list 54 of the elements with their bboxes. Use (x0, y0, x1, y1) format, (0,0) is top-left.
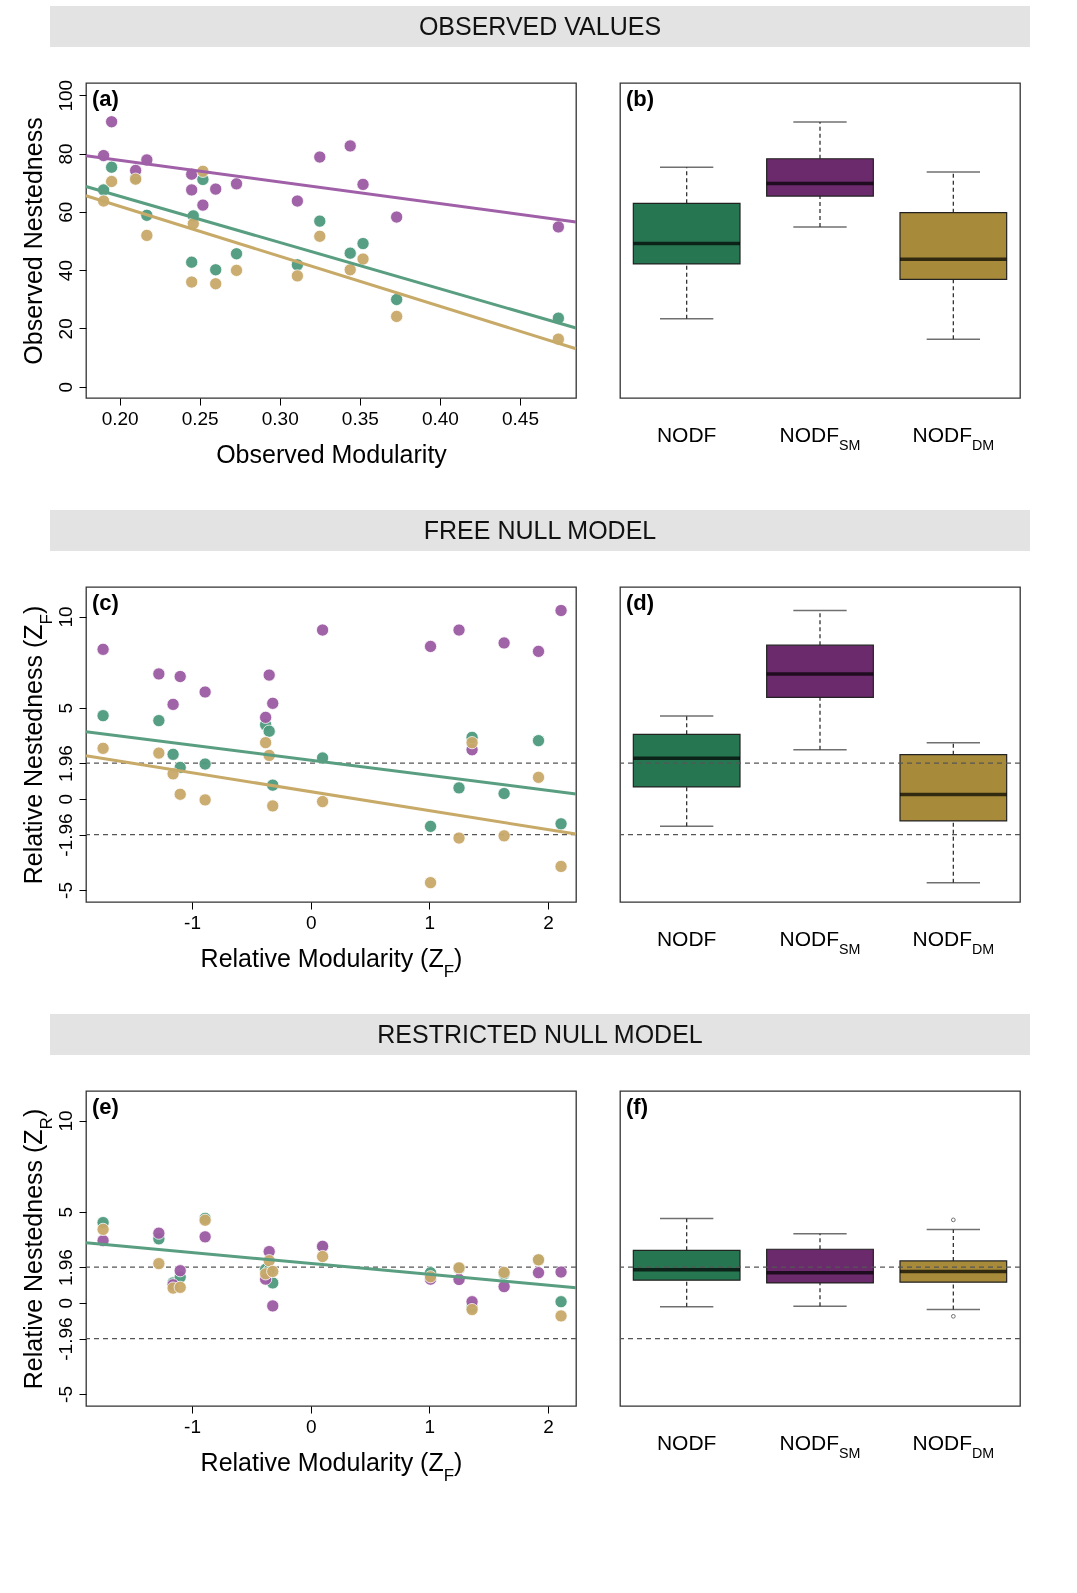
annotation: (b) (626, 86, 655, 111)
y-tick-label: 1.96 (54, 745, 76, 783)
y-tick-label: 5 (54, 702, 76, 714)
y-tick-label: 0 (54, 381, 76, 393)
y-tick-label: 0 (54, 794, 76, 805)
y-tick-label: 60 (54, 201, 76, 223)
x-axis-title: Relative Modularity (Z$_{F}$) (200, 943, 463, 980)
y-tick-label: 80 (54, 143, 76, 165)
y-tick-label: -5 (54, 882, 76, 899)
x-tick-label: 0 (305, 1415, 317, 1437)
y-tick-label: 40 (54, 260, 76, 282)
x-tick-label: -1 (184, 1415, 202, 1437)
y-tick-label: -1.96 (54, 1317, 76, 1361)
x-tick-label: 0.25 (181, 407, 219, 429)
x-tick-label: 0.30 (261, 407, 299, 429)
y-tick-label: 20 (54, 318, 76, 340)
x-tick-label: NODF (656, 926, 717, 950)
annotation: (f) (626, 1094, 648, 1119)
x-tick-label: NODF (656, 1430, 717, 1454)
annotation: (e) (92, 1094, 119, 1119)
annotation: (d) (626, 590, 655, 615)
y-tick-label: 5 (54, 1206, 76, 1218)
x-tick-label: NODF$_{DM}$ (912, 926, 995, 957)
chart-title: RESTRICTED NULL MODEL (50, 1014, 1030, 1055)
x-tick-label: NODF$_{DM}$ (912, 1430, 995, 1461)
y-tick-label: 10 (54, 606, 76, 628)
x-axis-title: Relative Modularity (Z$_{F}$) (200, 1447, 463, 1484)
x-tick-label: -1 (184, 911, 202, 933)
x-tick-label: NODF$_{SM}$ (779, 926, 861, 957)
x-tick-label: 2 (543, 911, 554, 933)
x-tick-label: 0.45 (501, 407, 539, 429)
x-tick-label: 0.35 (341, 407, 379, 429)
y-tick-label: -5 (54, 1386, 76, 1403)
x-tick-label: 1 (424, 911, 436, 933)
y-tick-label: 100 (54, 79, 76, 112)
x-tick-label: 0 (305, 911, 317, 933)
x-tick-label: NODF$_{DM}$ (912, 422, 995, 453)
annotation: (c) (92, 590, 119, 615)
x-tick-label: 1 (424, 1415, 436, 1437)
x-tick-label: NODF$_{SM}$ (779, 422, 861, 453)
x-tick-label: NODF$_{SM}$ (779, 1430, 861, 1461)
chart-title: FREE NULL MODEL (50, 510, 1030, 551)
annotation: (a) (92, 86, 119, 111)
x-tick-label: 2 (543, 1415, 554, 1437)
x-tick-label: NODF (656, 422, 717, 446)
y-tick-label: 10 (54, 1110, 76, 1132)
x-tick-label: 0.40 (421, 407, 459, 429)
x-axis-title: Observed Modularity (216, 439, 448, 468)
x-tick-label: 0.20 (101, 407, 139, 429)
y-axis-title: Observed Nestedness (18, 117, 47, 365)
chart-title: OBSERVED VALUES (50, 6, 1030, 47)
y-tick-label: -1.96 (54, 813, 76, 857)
y-tick-label: 0 (54, 1298, 76, 1309)
y-tick-label: 1.96 (54, 1249, 76, 1287)
